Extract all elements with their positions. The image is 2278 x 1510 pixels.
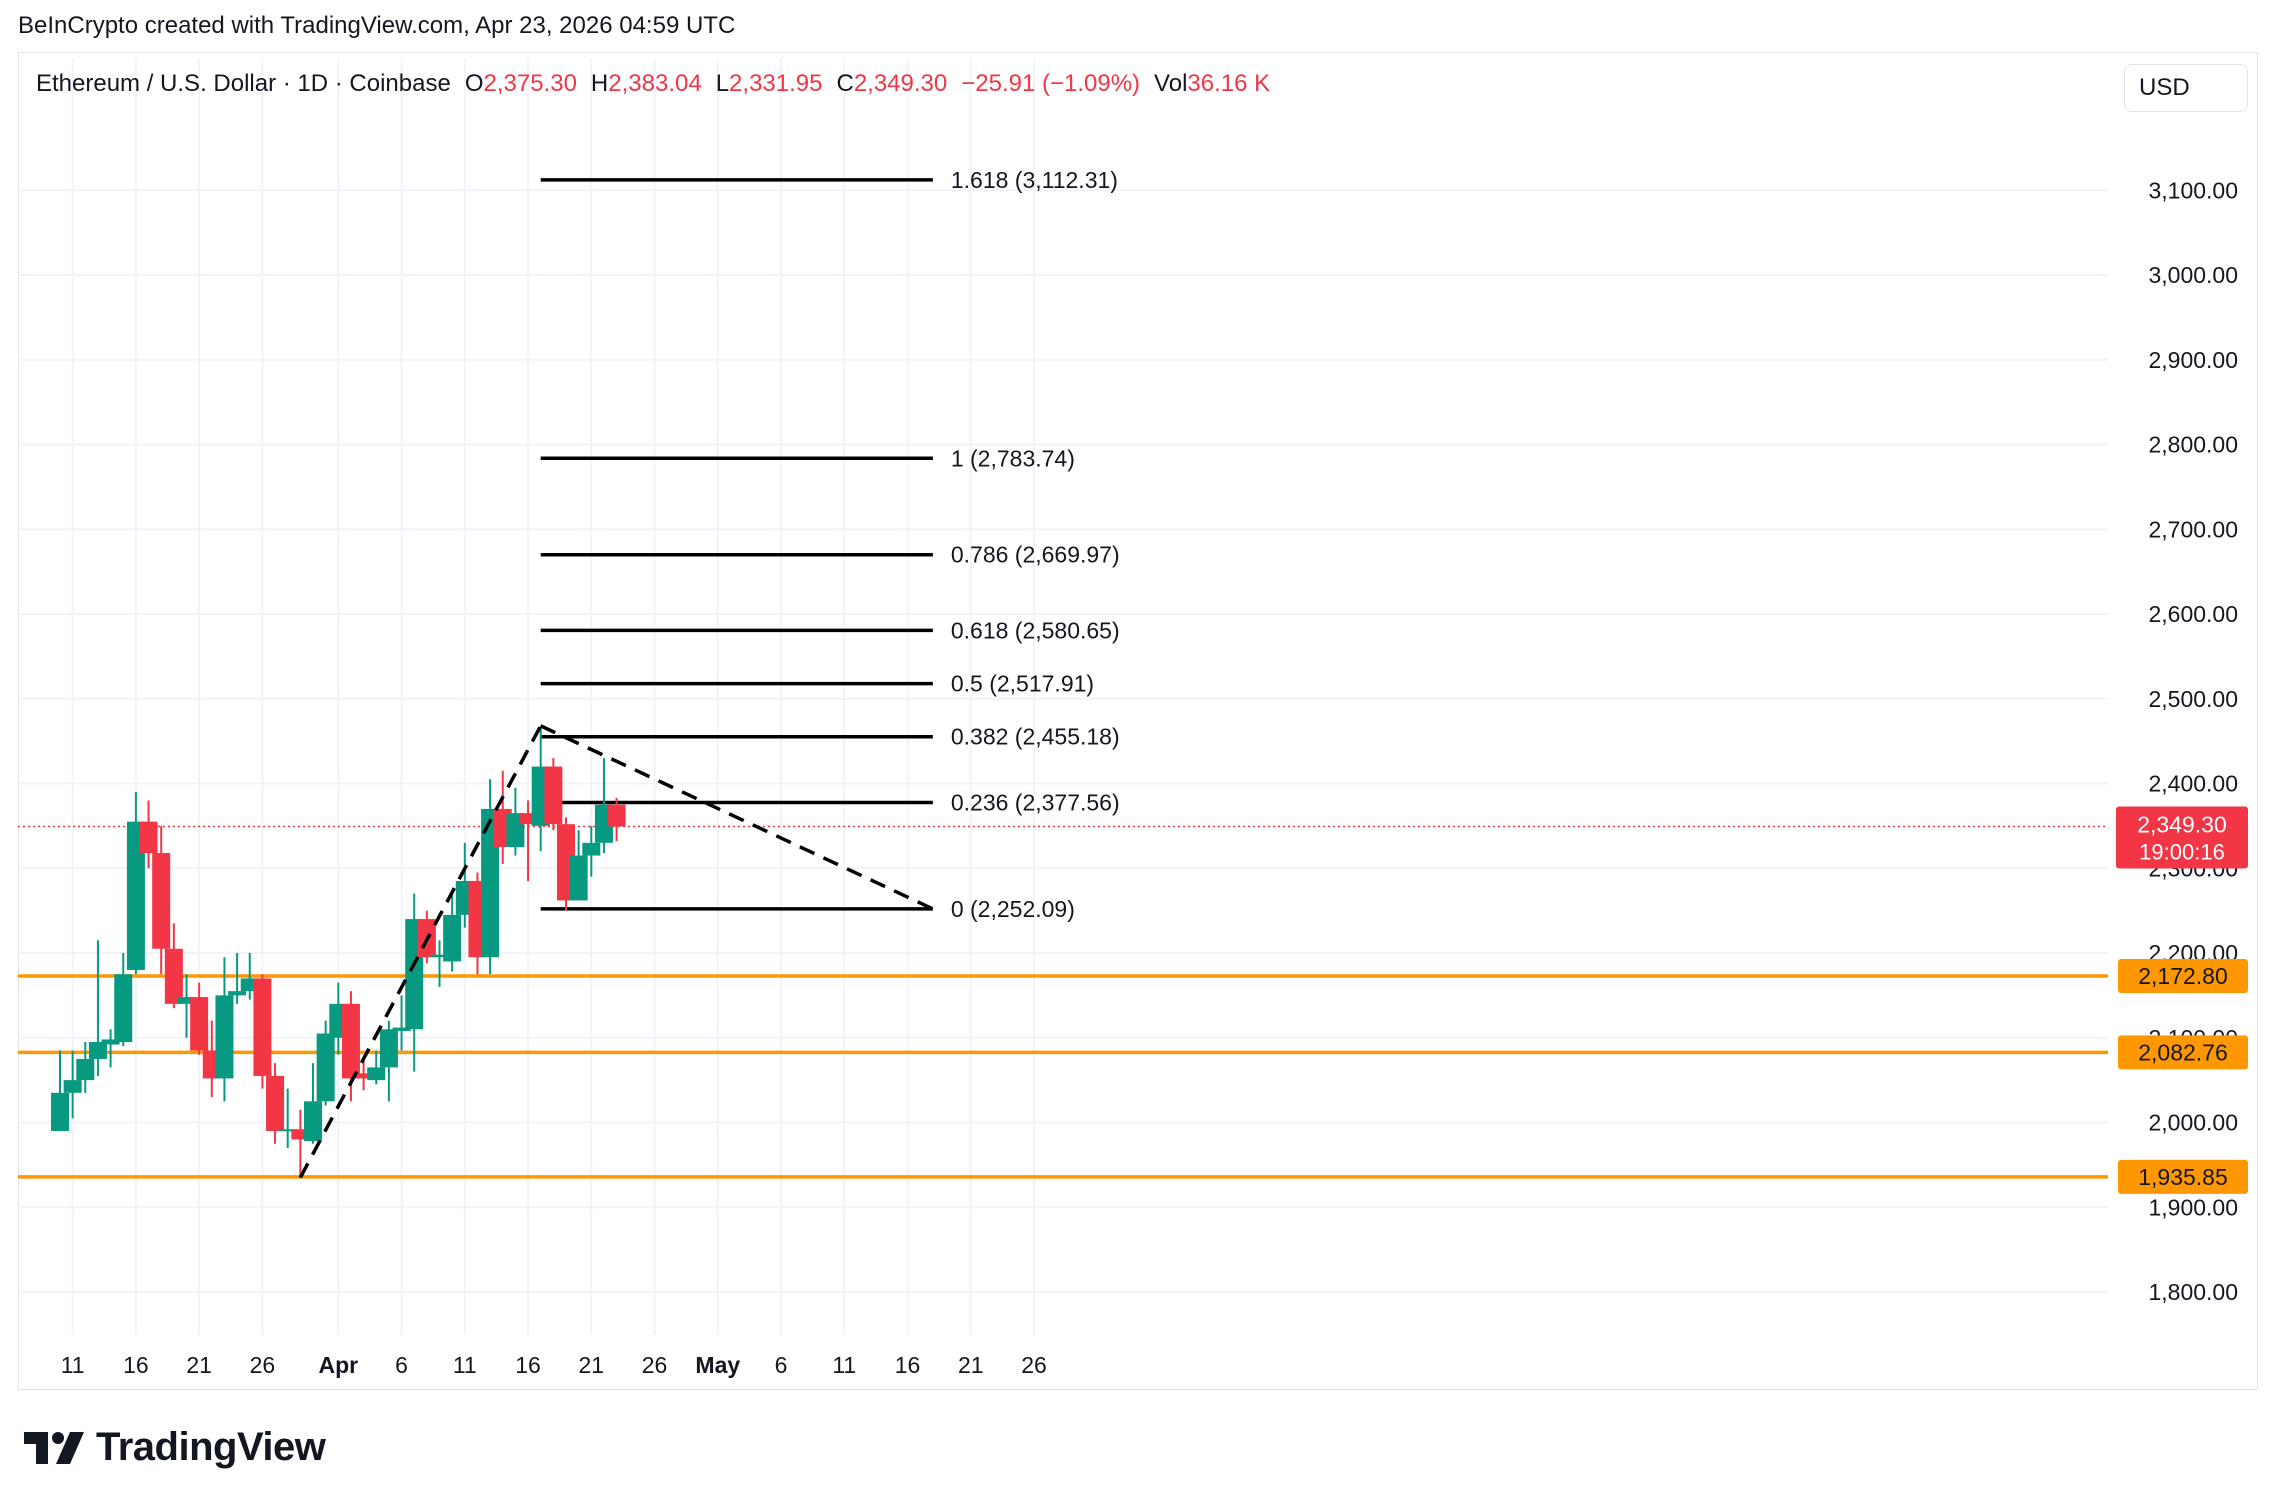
support-price-tag [2118,959,2248,994]
x-axis-label: 21 [186,1352,212,1378]
volume-value: 36.16 K [1187,70,1271,97]
x-axis-label: Apr [318,1352,358,1378]
low-value: 2,331.95 [729,70,823,97]
fib-level-label: 1 (2,783.74) [951,445,1075,471]
fib-level-label: 0.236 (2,377.56) [951,790,1120,816]
high-value: 2,383.04 [608,70,702,97]
candle-body [544,766,563,825]
y-axis-label: 3,000.00 [2148,262,2238,288]
fib-level-label: 0.5 (2,517.91) [951,671,1094,697]
trendline [539,724,934,911]
candle-body [379,1029,398,1068]
high-label: H [590,70,609,97]
candle-body [367,1067,386,1081]
trendline [298,725,543,1179]
candle-body [190,997,209,1051]
candle-body [177,997,196,1004]
candle-body [582,842,601,856]
y-axis-label: 1,900.00 [2148,1194,2238,1220]
candle-body [152,852,171,949]
candle-body [63,1080,82,1093]
x-axis-label: May [695,1352,740,1378]
x-axis-label: 6 [395,1352,408,1378]
candle-body [253,978,272,1076]
low-label: L [715,70,730,97]
x-axis-label: 16 [895,1352,921,1378]
candle-body [430,954,449,958]
candle-body [164,948,183,1004]
y-axis-label: 3,100.00 [2148,177,2238,203]
y-axis-label: 2,500.00 [2148,686,2238,712]
y-axis-label: 2,000.00 [2148,1110,2238,1136]
candle-body [228,991,247,996]
fib-level-label: 0.618 (2,580.65) [951,617,1120,643]
x-axis-label: 11 [61,1352,85,1378]
candle-body [354,1073,373,1079]
close-label: C [836,70,854,97]
y-axis-label: 2,700.00 [2148,516,2238,542]
x-axis-label: 11 [832,1352,856,1378]
support-price-tag [2118,1159,2248,1194]
support-price-tag-label: 2,172.80 [2138,963,2228,989]
y-axis-label: 2,600.00 [2148,601,2238,627]
x-axis-label: 16 [515,1352,541,1378]
candle-body [114,974,133,1042]
fib-level-label: 0 (2,252.09) [951,896,1075,922]
last-price-tag [2116,806,2248,869]
candle-body [291,1129,310,1140]
candle-body [215,995,234,1079]
candle-body [392,1027,411,1031]
candle-body [278,1129,297,1132]
fib-level-label: 1.618 (3,112.31) [951,167,1118,193]
candle-body [569,855,588,901]
candle-body [139,821,158,853]
y-axis-label: 2,400.00 [2148,771,2238,797]
candle-body [607,804,626,827]
x-axis-label: 11 [453,1352,477,1378]
last-price-countdown: 19:00:16 [2139,839,2225,864]
x-axis-label: 6 [775,1352,788,1378]
candle-body [519,813,538,825]
x-axis-label: 26 [250,1352,276,1378]
x-axis-label: 16 [123,1352,149,1378]
volume-label: Vol [1154,70,1188,97]
support-price-tag [2118,1035,2248,1070]
chart-attribution: BeInCrypto created with TradingView.com,… [18,12,736,39]
candle-body [101,1039,120,1045]
support-price-tag-label: 2,082.76 [2138,1039,2228,1065]
open-value: 2,375.30 [483,70,577,97]
tradingview-wordmark: TradingView [96,1425,326,1469]
chart-frame [18,52,2258,1390]
open-label: O [464,70,484,97]
candle-body [316,1033,335,1102]
change-value: −25.91 (−1.09%) [961,70,1141,97]
fib-level-label: 0.786 (2,669.97) [951,542,1120,568]
y-axis-label: 2,900.00 [2148,347,2238,373]
ohlc-legend: Ethereum / U.S. Dollar · 1D · Coinbase O2… [36,70,1284,98]
fib-level-label: 0.382 (2,455.18) [951,724,1120,750]
x-axis-label: 21 [958,1352,984,1378]
candle-body [341,1003,360,1079]
candle-body [304,1101,322,1142]
candle-body [76,1058,95,1081]
symbol-title[interactable]: Ethereum / U.S. Dollar · 1D · Coinbase [36,70,451,97]
x-axis-label: 26 [1021,1352,1047,1378]
candle-body [443,914,462,962]
y-axis-label: 2,800.00 [2148,432,2238,458]
support-price-tag-label: 1,935.85 [2138,1164,2228,1190]
tradingview-logo[interactable]: TradingView [22,1425,326,1470]
x-axis-label: 26 [642,1352,668,1378]
last-price-tag-value: 2,349.30 [2137,811,2227,837]
candle-body [88,1041,107,1059]
candle-body [51,1092,69,1131]
candle-body [126,821,145,970]
currency-button[interactable]: USD [2124,64,2248,112]
x-axis-label: 21 [579,1352,605,1378]
y-axis-label: 1,800.00 [2148,1279,2238,1305]
candle-body [266,1075,285,1131]
close-value: 2,349.30 [853,70,948,97]
tradingview-logo-icon [24,1431,84,1464]
